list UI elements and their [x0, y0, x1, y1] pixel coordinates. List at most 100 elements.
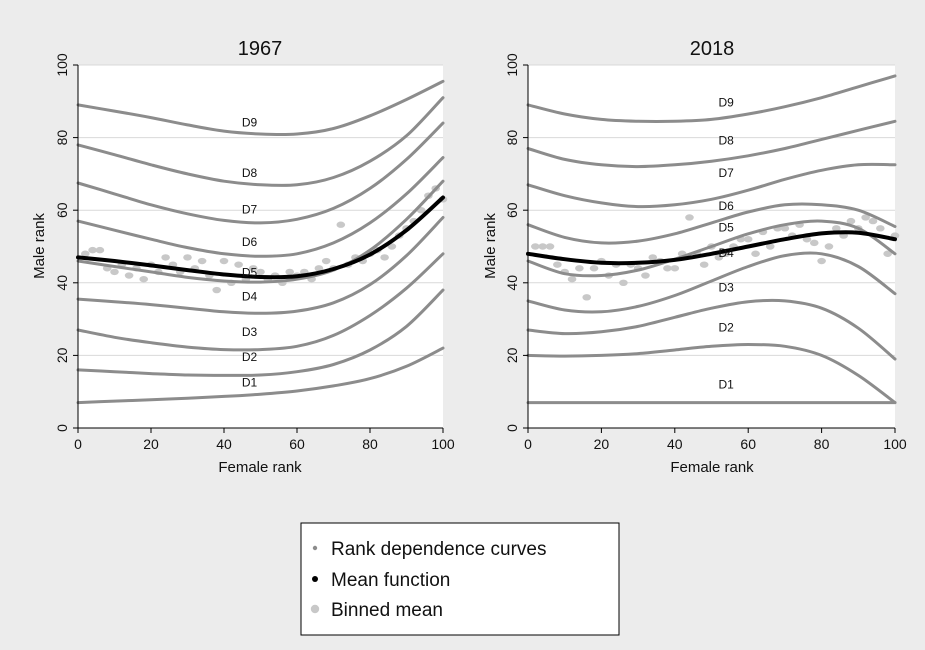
binned-mean-point — [861, 214, 870, 221]
y-tick-label: 40 — [504, 275, 520, 291]
curve-label-d5: D5 — [242, 266, 258, 280]
binned-mean-point — [809, 239, 819, 247]
binned-mean-point — [531, 243, 540, 250]
binned-mean-point — [81, 250, 90, 257]
curve-label-d3: D3 — [242, 325, 258, 339]
binned-mean-point — [321, 257, 331, 265]
rank-curves-2018 — [526, 74, 897, 405]
binned-mean-point — [699, 261, 709, 268]
curve-label-d4: D4 — [719, 246, 735, 260]
legend-label-binned-mean: Binned mean — [331, 600, 443, 621]
legend-marker-mean-function — [312, 576, 318, 582]
y-tick-label: 0 — [504, 424, 520, 432]
binned-mean-point — [314, 265, 324, 272]
binned-mean-point — [685, 214, 694, 221]
binned-mean-point — [219, 257, 229, 265]
curve-label-d8: D8 — [719, 133, 735, 147]
binned-mean-point — [197, 257, 207, 265]
binned-mean-point — [575, 265, 584, 272]
curve-label-d9: D9 — [242, 115, 258, 129]
y-tick-label: 100 — [504, 53, 520, 77]
binned-mean-point — [336, 221, 346, 228]
binned-mean-point — [831, 225, 841, 232]
x-tick-label: 60 — [289, 436, 305, 452]
curve-label-d9: D9 — [719, 95, 735, 109]
curve-label-d6: D6 — [719, 199, 735, 213]
rank-curve-d7 — [76, 121, 445, 225]
x-tick-label: 40 — [667, 436, 683, 452]
binned-mean-point — [183, 254, 192, 261]
x-tick-label: 20 — [594, 436, 610, 452]
binned-mean-point — [765, 243, 775, 250]
x-ticks-1967: 0 20 40 60 80 100 — [74, 428, 455, 452]
binned-mean-point — [248, 265, 258, 272]
binned-mean-point — [139, 275, 148, 283]
rank-curve-d6 — [76, 156, 445, 258]
curve-label-d2: D2 — [242, 350, 258, 364]
x-tick-label: 40 — [216, 436, 232, 452]
curve-labels-1967: D9 D8 D7 D6 D5 D4 D3 D2 D1 — [242, 115, 258, 389]
y-tick-label: 100 — [54, 53, 70, 77]
rank-curve-d9 — [526, 74, 897, 124]
binned-mean-point — [641, 272, 650, 279]
mean-function-1967 — [76, 195, 445, 280]
binned-mean-point — [553, 261, 562, 268]
rank-curve-d3 — [526, 298, 897, 361]
x-tick-label: 80 — [814, 436, 830, 452]
curve-label-d5: D5 — [719, 221, 735, 235]
binned-mean-point — [743, 236, 753, 243]
rank-curve-d4 — [526, 251, 897, 314]
y-axis-title-2018: Male rank — [482, 213, 499, 279]
binned-mean-point — [256, 268, 265, 276]
y-ticks-2018: 0 20 40 60 80 100 — [504, 53, 528, 432]
y-tick-label: 40 — [54, 275, 70, 291]
binned-mean-point — [285, 268, 295, 276]
binned-mean-point — [234, 261, 243, 268]
binned-mean-point — [95, 246, 105, 254]
panel-1967: 1967 D9 D8 D7 D6 D5 D4 D3 D2 D1 0 20 40 60 80 100 0 20… — [31, 38, 455, 476]
rank-curve-d2 — [76, 288, 445, 377]
legend-label-mean-function: Mean function — [331, 570, 450, 591]
y-tick-label: 20 — [504, 347, 520, 363]
binned-mean-point — [124, 272, 134, 279]
x-axis-title-2018: Female rank — [670, 459, 754, 476]
binned-mean-point — [387, 243, 397, 250]
y-axis-title-1967: Male rank — [31, 213, 48, 279]
y-tick-label: 60 — [504, 202, 520, 218]
binned-mean-point — [883, 250, 892, 257]
binned-mean-point — [670, 265, 680, 272]
rank-curve-d8 — [76, 96, 445, 187]
legend-marker-binned-mean — [310, 604, 320, 614]
mean-function-line — [76, 195, 445, 280]
binned-mean-point — [110, 268, 119, 276]
rank-curve-d3 — [76, 252, 445, 352]
x-axis-title-1967: Female rank — [218, 459, 302, 476]
binned-mean-point — [846, 217, 856, 225]
binned-mean-point — [868, 217, 878, 225]
binned-mean-point — [212, 286, 221, 294]
binned-mean-point — [589, 265, 599, 272]
rank-curve-d6 — [526, 202, 897, 245]
y-ticks-1967: 0 20 40 60 80 100 — [54, 53, 78, 432]
x-ticks-2018: 0 20 40 60 80 100 — [524, 428, 907, 452]
mean-function-line — [526, 230, 897, 266]
curve-label-d3: D3 — [719, 281, 735, 295]
rank-curve-d4 — [76, 216, 445, 315]
rank-curve-d9 — [76, 79, 445, 137]
binned-mean-point — [648, 254, 658, 261]
legend-box — [300, 522, 620, 636]
binned-mean-point — [545, 243, 555, 250]
curve-labels-2018: D9 D8 D7 D6 D5 D4 D3 D2 D1 — [719, 95, 735, 391]
binned-mean-point — [567, 275, 577, 283]
x-tick-label: 20 — [143, 436, 159, 452]
binned-mean-point — [663, 265, 672, 272]
binned-mean-point — [88, 246, 97, 254]
curve-label-d2: D2 — [719, 320, 735, 334]
binned-mean-point — [824, 243, 834, 250]
y-tick-label: 0 — [54, 424, 70, 432]
legend-marker-rank-curves — [312, 545, 318, 551]
y-tick-label: 20 — [54, 347, 70, 363]
x-tick-label: 60 — [740, 436, 756, 452]
curve-label-d4: D4 — [242, 290, 258, 304]
